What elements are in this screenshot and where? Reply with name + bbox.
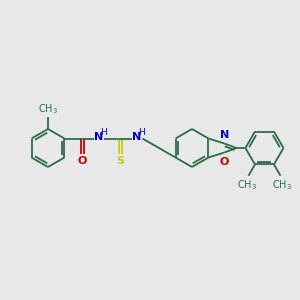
Text: N: N bbox=[220, 130, 229, 140]
Text: O: O bbox=[220, 157, 229, 166]
Text: CH$_3$: CH$_3$ bbox=[38, 102, 58, 116]
Text: O: O bbox=[78, 155, 87, 166]
Text: N: N bbox=[132, 131, 141, 142]
Text: H: H bbox=[139, 128, 145, 137]
Text: N: N bbox=[94, 131, 103, 142]
Text: CH$_3$: CH$_3$ bbox=[272, 178, 292, 191]
Text: S: S bbox=[116, 155, 124, 166]
Text: CH$_3$: CH$_3$ bbox=[237, 178, 257, 191]
Text: H: H bbox=[100, 128, 107, 137]
